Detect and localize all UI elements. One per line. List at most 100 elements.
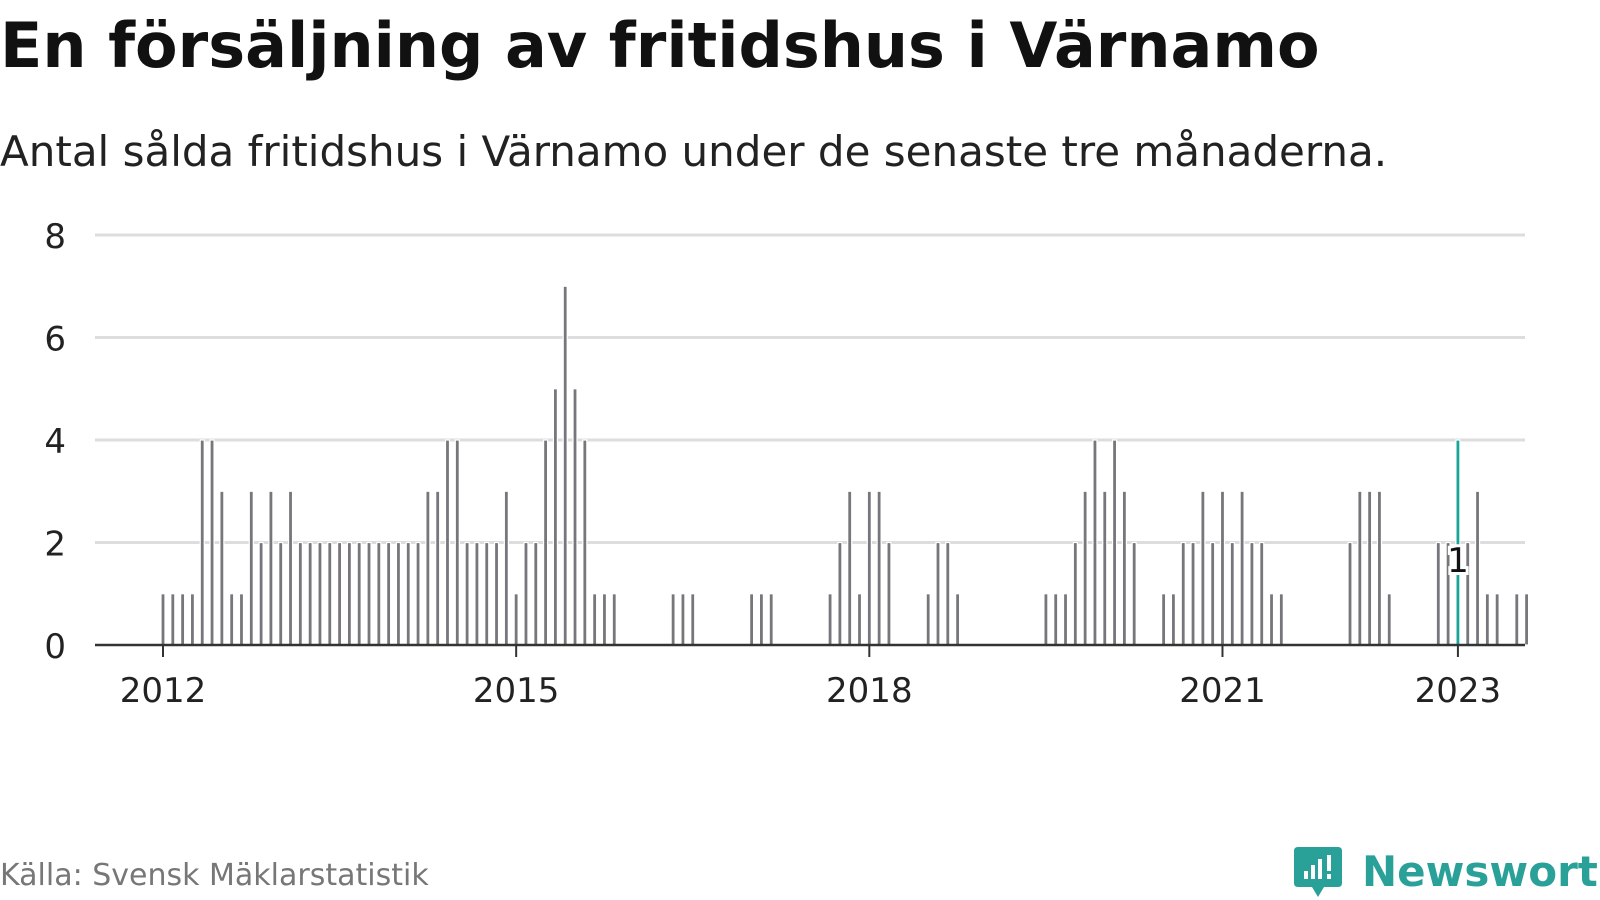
bar: [670, 593, 676, 646]
bar: [1043, 593, 1049, 646]
bar: [562, 285, 568, 646]
bar: [1367, 490, 1373, 646]
bar: [1249, 541, 1255, 646]
bar: [1278, 593, 1284, 646]
bar: [1092, 439, 1098, 646]
bar: [1523, 593, 1530, 646]
bar: [768, 593, 774, 646]
bar: [435, 490, 441, 646]
bar: [1121, 490, 1127, 646]
bar: [513, 593, 519, 646]
bar: [680, 593, 686, 646]
bar: [866, 490, 872, 646]
bar: [1131, 541, 1137, 646]
brand-name: Newsworthy: [1362, 847, 1600, 896]
bar: [533, 541, 539, 646]
bar: [268, 490, 274, 646]
bar: [542, 439, 549, 646]
bar: [278, 541, 284, 646]
bar: [346, 541, 352, 646]
x-tick-label: 2012: [120, 671, 207, 705]
bar: [464, 541, 470, 646]
bar: [886, 541, 892, 646]
bar: [611, 593, 617, 646]
bar: [336, 541, 343, 646]
bar: [1494, 593, 1500, 646]
bar: [1170, 593, 1177, 646]
bar: [837, 541, 843, 646]
bar: [199, 439, 205, 646]
bar: [189, 593, 196, 646]
bar: [582, 439, 588, 646]
bar: [180, 593, 186, 646]
bar: [395, 541, 402, 646]
y-tick-label: 2: [44, 525, 66, 565]
bar: [592, 593, 598, 646]
bar: [160, 593, 166, 646]
x-tick-label: 2023: [1415, 671, 1502, 705]
bar: [425, 490, 431, 646]
bar: [474, 541, 480, 646]
bar: [748, 593, 755, 646]
bar: [758, 593, 765, 646]
bar: [366, 541, 372, 646]
bar: [1514, 593, 1520, 646]
bar: [1268, 593, 1275, 646]
bar: [238, 593, 245, 646]
bar: [415, 541, 421, 646]
bar: [1239, 490, 1245, 646]
x-tick-label: 2021: [1179, 671, 1266, 705]
bar: [219, 490, 225, 646]
bar: [1347, 541, 1353, 646]
bar: [876, 490, 882, 646]
bar: [523, 541, 529, 646]
bar: [1484, 593, 1490, 646]
bar: [484, 541, 490, 646]
bar: [827, 593, 833, 646]
bar: [847, 490, 853, 646]
bar: [690, 593, 696, 646]
bar: [503, 490, 509, 646]
bar: [229, 593, 235, 646]
bar: [444, 439, 451, 646]
bar: [258, 541, 264, 646]
y-tick-label: 0: [44, 627, 66, 667]
source-credit: Källa: Svensk Mäklarstatistik: [0, 858, 429, 893]
bar: [955, 593, 961, 646]
bar: [1190, 541, 1196, 646]
bar: [1082, 490, 1088, 646]
bar: [856, 593, 863, 646]
bar: [1111, 439, 1118, 646]
bar: [935, 541, 941, 646]
data-label: 1: [1447, 541, 1469, 581]
bar: [1259, 541, 1265, 646]
bar: [493, 541, 500, 646]
bar: [925, 593, 931, 646]
bar-chart: 0 2 4 6 8 1 2012 2015 2018 2021 2023: [44, 217, 1530, 705]
bar: [297, 541, 303, 646]
bar: [1102, 490, 1108, 646]
page-subtitle: Antal sålda fritidshus i Värnamo under d…: [0, 127, 1388, 176]
bar: [1229, 541, 1235, 646]
y-tick-label: 8: [44, 217, 66, 257]
bar: [386, 541, 392, 646]
bar: [1219, 490, 1226, 646]
bar: [1376, 490, 1383, 646]
bar: [1435, 541, 1441, 646]
bar: [307, 541, 313, 646]
bar: [945, 541, 951, 646]
bar: [1200, 490, 1206, 646]
bar: [317, 541, 323, 646]
bar: [1357, 490, 1363, 646]
newsworthy-logo-icon: [1294, 847, 1342, 897]
y-tick-label: 4: [44, 422, 66, 462]
x-tick-label: 2018: [826, 671, 913, 705]
bar: [209, 439, 215, 646]
y-tick-label: 6: [44, 320, 66, 360]
bar: [376, 541, 382, 646]
bar: [1474, 490, 1481, 646]
bar: [1210, 541, 1216, 646]
bar: [170, 593, 176, 646]
bar: [1053, 593, 1059, 646]
bar: [1180, 541, 1186, 646]
